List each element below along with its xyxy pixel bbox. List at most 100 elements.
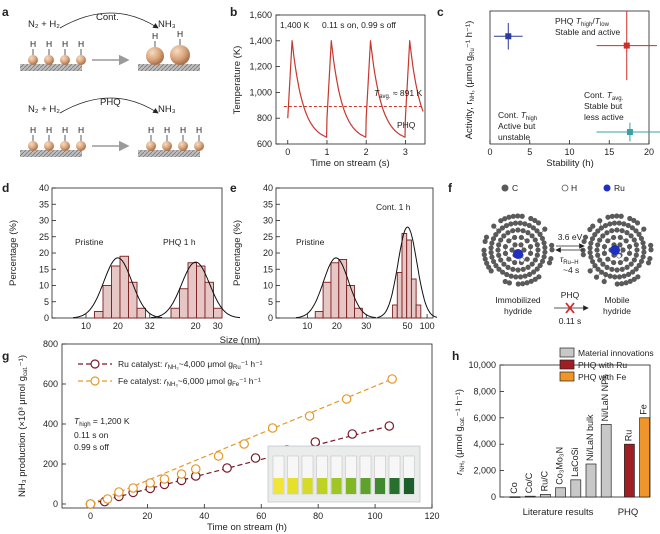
f-c-atom [633,266,639,272]
h-bar [555,487,566,498]
f-c-atom [627,215,633,222]
d-y-tick-label: 25 [39,232,49,242]
h-atom: H [180,125,186,135]
e-y-tick-label: 30 [263,216,273,226]
f-c-atom [515,227,521,233]
panel-h: h 0 2,000 4,000 6,000 8,000 10,000 rNH₃ (μmol… [452,347,654,518]
f-c-atom [501,261,507,267]
f-left-lattice [481,213,555,287]
f-c-atom [531,269,537,275]
b-x-tick-label: 3 [403,147,408,157]
h-bar [509,496,521,498]
catalyst-particle [44,141,54,151]
f-phq: PHQ [561,290,580,300]
c-x-axis: 0 5 10 15 20 [487,140,654,157]
f-c-atom [638,235,645,242]
f-c-atom [534,266,540,272]
f-c-atom [645,260,652,266]
f-c-atom [527,244,534,250]
b-phq-curve [287,40,424,138]
f-c-atom [580,252,586,258]
f-c-atom [534,242,540,248]
f-c-atom [633,252,639,258]
f-c-atom [506,238,512,244]
a-bottom-arrow [59,97,159,114]
d-label-pristine: Pristine [75,237,104,247]
f-c-atom [595,242,601,248]
support-slab [20,150,82,157]
g-vial-liquid [404,478,414,494]
e-bar [392,304,398,319]
f-c-atom [496,266,502,272]
f-c-atom [490,258,497,265]
h-bar [540,494,551,498]
h-legend-swatch [559,359,575,370]
f-c-atom [603,271,609,278]
h-y-label: rNH₃ (μmol gcat.⁻¹ h⁻¹) [454,389,466,475]
h-y-tick-label: 8,000 [473,386,496,396]
f-c-atom [592,232,598,238]
h-y-axis: 0 2,000 4,000 6,000 8,000 10,000 [468,360,504,502]
e-y-tick-label: 20 [263,248,273,258]
f-c-atom [624,264,630,270]
f-c-atom [509,247,515,253]
b-y-tick-label: 1,000 [249,87,272,97]
e-y-tick-label: 0 [268,313,273,323]
c-phq-annot-2: Stable and active [555,27,620,37]
f-c-atom [589,258,596,265]
f-c-atom [512,259,518,266]
panel-letter-h: h [452,349,459,363]
h-atom: H [62,125,68,135]
f-c-atom [600,233,606,239]
d-bar [111,265,121,319]
g-y-tick-label: 600 [43,379,58,389]
f-c-atom [604,264,610,270]
h-atom: H [196,125,202,135]
f-c-atom [629,225,635,231]
f-c-atom [500,269,506,275]
catalyst-particle [60,55,70,65]
e-y-tick-label: 5 [268,297,273,307]
f-c-atom [534,252,540,258]
f-c-atom [508,221,514,227]
f-c-atom [493,263,499,269]
f-c-atom [597,218,603,224]
g-y-tick-label: 400 [43,419,58,429]
g-point [341,394,352,404]
catalyst-particle [146,47,164,65]
b-avg-annot: Tavg. ≈ 891 K [374,88,422,100]
f-c-atom [617,242,623,248]
g-legend-ru-marker [90,359,100,369]
h-bar-label: Co/C [524,472,534,493]
f-c-atom [541,240,547,246]
f-c-atom [618,213,624,219]
panel-letter-a: a [2,5,9,19]
e-y-label: Percentage (%) [232,220,243,286]
b-y-label: Temperature (K) [232,46,243,115]
catalyst-particle [146,141,156,151]
g-series [85,374,397,509]
a-bottom-reactants: N₂ + H₂ [28,104,60,115]
f-c-atom [605,238,611,244]
g-point [310,437,321,447]
g-point [176,469,187,479]
f-c-atom [517,220,523,226]
catalyst-particle [170,45,190,65]
f-c-atom [601,278,607,285]
f-c-atom [617,234,623,241]
f-c-atom [542,226,548,232]
f-c-atom [641,249,647,255]
g-vial-liquid [360,478,371,494]
g-point [267,423,278,433]
g-x-tick-label: 100 [368,511,383,521]
catalyst-particle [44,55,54,65]
c-y-label: Activity, rNH₃ (μmol gRu⁻¹ h⁻¹) [464,21,476,140]
f-c-atom [506,256,512,262]
catalyst-particle [60,141,70,151]
catalyst-particle [28,141,38,151]
f-c-atom [636,231,642,237]
g-x-label: Time on stream (h) [207,522,287,533]
g-point [222,463,232,473]
f-c-atom [588,254,594,260]
f-c-atom [607,273,613,279]
